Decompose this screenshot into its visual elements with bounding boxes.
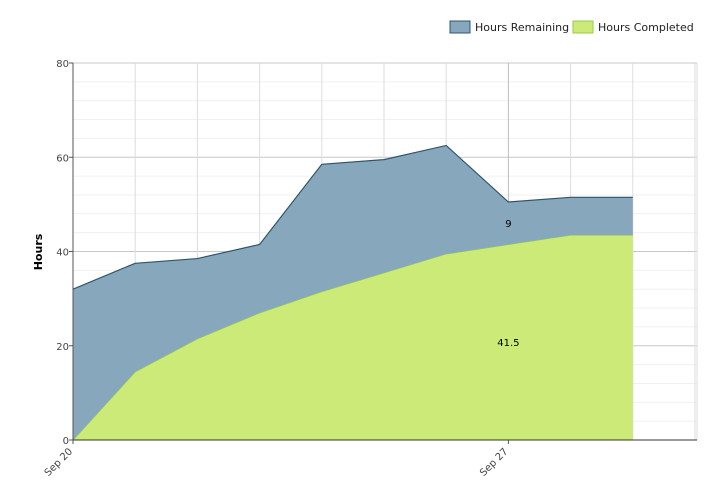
data-label: 41.5 xyxy=(497,338,519,349)
y-axis-label: Hours xyxy=(32,233,45,270)
legend: Hours Remaining Hours Completed xyxy=(449,20,694,34)
y-tick-label: 20 xyxy=(56,342,69,353)
data-labels: 941.5 xyxy=(497,219,519,349)
line-hours-remaining xyxy=(72,144,633,290)
y-tick-label: 80 xyxy=(56,59,69,70)
x-tick-label: Sep 20 xyxy=(43,446,75,478)
x-tick-label: Sep 27 xyxy=(478,446,510,478)
y-tick-label: 60 xyxy=(56,153,69,164)
legend-label: Hours Remaining xyxy=(475,21,569,34)
area-hours-completed xyxy=(73,235,633,440)
area-hours-remaining xyxy=(73,145,633,440)
data-label: 9 xyxy=(505,219,511,230)
legend-swatch xyxy=(572,20,594,34)
legend-swatch xyxy=(449,20,471,34)
y-tick-label: 40 xyxy=(56,248,69,259)
chart-areas xyxy=(72,144,633,441)
y-tick-label: 0 xyxy=(63,436,69,447)
legend-label: Hours Completed xyxy=(598,21,694,34)
